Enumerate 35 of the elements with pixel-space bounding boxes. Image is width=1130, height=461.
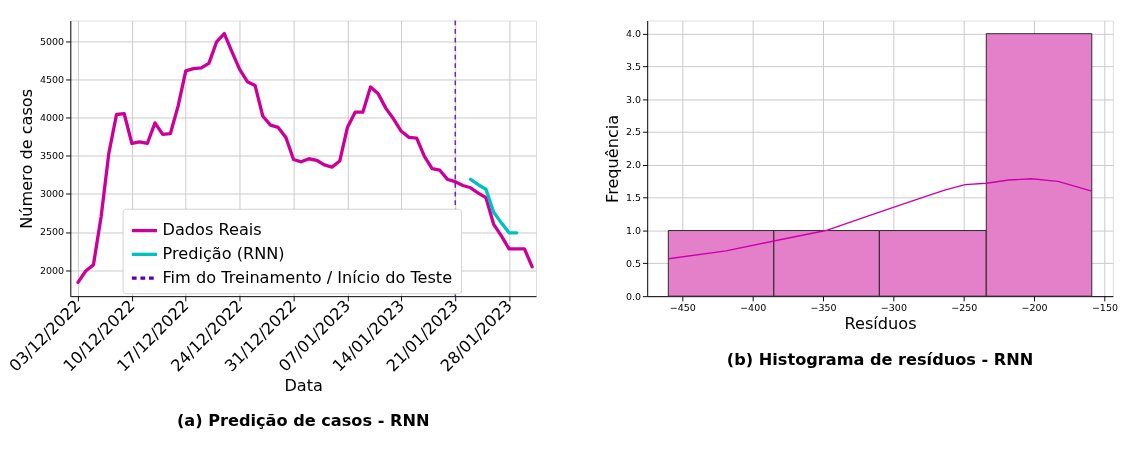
y-tick-label: 0.5: [625, 257, 642, 269]
text: (a) Predição de casos - RNN: [176, 411, 430, 431]
y-tick-label: 2500: [39, 226, 65, 238]
y-tick-label: 5000: [39, 35, 65, 47]
y-tick-label: 0.0: [625, 290, 642, 302]
y-tick-label: 2.5: [625, 126, 642, 138]
y-axis-title: Número de casos: [17, 88, 37, 229]
ref-line-label: Fim do Treinamento / Início do Teste: [162, 267, 453, 287]
y-tick-label: 3500: [39, 150, 65, 162]
y-tick-label: 3.0: [625, 93, 642, 105]
x-tick-label: −250: [951, 301, 978, 313]
text: (b) Histograma de resíduos - RNN: [726, 349, 1034, 369]
line-series: [667, 178, 1093, 260]
y-axis-title: Frequência: [603, 114, 623, 203]
x-tick-label: −400: [740, 301, 767, 313]
x-tick-label: −350: [810, 301, 837, 313]
x-tick-label: −450: [669, 301, 696, 313]
x-axis-title: Data: [284, 375, 323, 395]
y-tick-label: 1.5: [625, 192, 642, 204]
y-tick-label: 1.0: [625, 224, 642, 236]
x-tick-label: −150: [1091, 301, 1118, 313]
x-tick-label: −200: [1021, 301, 1048, 313]
y-tick-label: 4500: [39, 73, 65, 85]
y-tick-label: 2000: [39, 264, 65, 276]
legend-label: Predição (RNN): [162, 244, 285, 264]
line-series: [468, 177, 519, 235]
line-series: [76, 31, 534, 285]
y-tick-label: 4.0: [625, 28, 642, 40]
y-tick-label: 2.0: [625, 159, 642, 171]
legend-label: Dados Reais: [162, 220, 262, 240]
y-tick-label: 4000: [39, 111, 65, 123]
x-axis-title: Resíduos: [844, 313, 917, 333]
y-tick-label: 3000: [39, 188, 65, 200]
x-tick-label: −300: [880, 301, 907, 313]
y-tick-label: 3.5: [625, 60, 642, 72]
